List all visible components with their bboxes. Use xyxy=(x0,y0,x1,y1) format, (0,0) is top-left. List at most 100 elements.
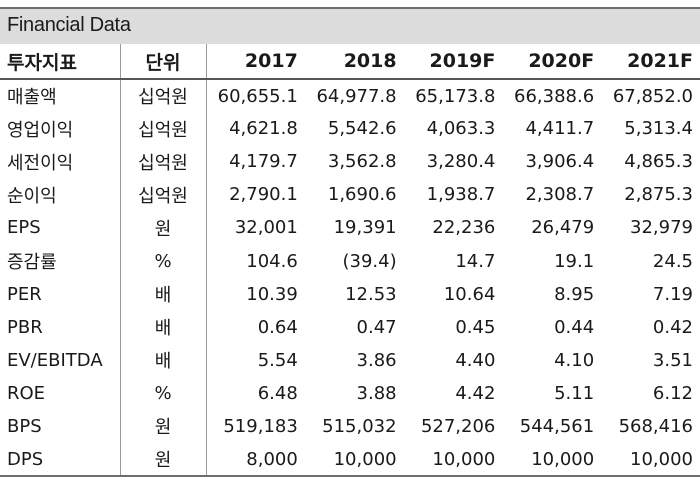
value-cell: 3,280.4 xyxy=(426,151,496,173)
row-unit: 십억원 xyxy=(119,145,207,179)
value-cell: 515,032 xyxy=(322,415,397,437)
value-cell: 6.12 xyxy=(652,382,693,404)
row-unit: 원 xyxy=(119,443,207,478)
row-unit: % xyxy=(119,244,207,278)
value-cell: (39.4) xyxy=(342,250,397,272)
table-row: ROE% 6.48 3.88 4.42 5.11 6.12 xyxy=(0,376,700,410)
table-row: 영업이익 십억원 4,621.8 5,542.6 4,063.3 4,411.7 5,313… xyxy=(0,112,700,146)
header-row: 투자지표 단위 2017 2018 2019F 2020F 2021F xyxy=(0,44,700,80)
table-row: 매출액 십억원 60,655.1 64,977.8 65,173.8 66,388.6 67… xyxy=(0,79,700,113)
value-cell: 67,852.0 xyxy=(612,85,693,107)
value-cell: 14.7 xyxy=(455,250,496,272)
header-year: 2021F xyxy=(601,44,700,80)
value-cell: 568,416 xyxy=(618,415,693,437)
value-cell: 10,000 xyxy=(304,443,404,478)
table-row: EPS 원 32,001 19,391 22,236 26,479 32,979 xyxy=(0,211,700,245)
row-label: 매출액 xyxy=(7,87,57,109)
row-label: PER xyxy=(7,283,42,305)
table-row: PER 배 10.39 12.53 10.64 8.95 7.19 xyxy=(0,277,700,311)
row-unit: 십억원 xyxy=(119,112,207,146)
value-cell: 0.44 xyxy=(554,316,595,338)
value-cell: 0.42 xyxy=(652,316,693,338)
row-label: EPS xyxy=(7,217,41,239)
value-cell: 3,906.4 xyxy=(525,151,595,173)
row-label: 세전이익 xyxy=(7,152,74,174)
row-label: 영업이익 xyxy=(7,119,74,141)
value-cell: 5.11 xyxy=(554,382,595,404)
row-unit: 배 xyxy=(119,310,207,344)
value-cell: 22,236 xyxy=(432,217,496,239)
value-cell: 4,621.8 xyxy=(229,118,298,140)
value-cell: 2,790.1 xyxy=(229,184,298,206)
table-row: BPS 원 519,183 515,032 527,206 544,561 568,416 xyxy=(0,409,700,444)
value-cell: 4.40 xyxy=(455,349,496,371)
value-cell: 64,977.8 xyxy=(316,85,397,107)
value-cell: 527,206 xyxy=(420,415,496,437)
value-cell: 4.42 xyxy=(455,382,496,404)
value-cell: 19.1 xyxy=(554,250,595,272)
value-cell: 4,865.3 xyxy=(624,151,693,173)
row-label: PBR xyxy=(7,316,43,338)
value-cell: 66,388.6 xyxy=(514,85,595,107)
row-unit: 십억원 xyxy=(119,79,207,113)
value-cell: 8.95 xyxy=(554,283,595,305)
row-unit: 원 xyxy=(119,211,207,245)
table-row: PBR 배 0.64 0.47 0.45 0.44 0.42 xyxy=(0,310,700,344)
row-unit: 배 xyxy=(119,277,207,311)
value-cell: 10,000 xyxy=(502,443,602,478)
row-unit: 원 xyxy=(119,409,207,444)
value-cell: 10.64 xyxy=(443,283,496,305)
value-cell: 0.45 xyxy=(455,316,496,338)
value-cell: 8,000 xyxy=(206,443,305,478)
header-indicator: 투자지표 xyxy=(0,44,120,80)
value-cell: 3.86 xyxy=(356,349,397,371)
table-row: 세전이익 십억원 4,179.7 3,562.8 3,280.4 3,906.4 4,865… xyxy=(0,145,700,179)
value-cell: 0.47 xyxy=(356,316,397,338)
value-cell: 4.10 xyxy=(554,349,595,371)
value-cell: 3.88 xyxy=(356,382,397,404)
table-title: Financial Data xyxy=(7,14,131,36)
value-cell: 6.48 xyxy=(257,382,298,404)
header-year: 2017 xyxy=(205,44,305,80)
row-label: ROE xyxy=(7,382,46,404)
value-cell: 519,183 xyxy=(223,415,298,437)
row-label: BPS xyxy=(7,415,42,437)
value-cell: 10,000 xyxy=(601,443,700,478)
value-cell: 32,979 xyxy=(630,217,693,239)
value-cell: 26,479 xyxy=(531,217,595,239)
row-label: 증감률 xyxy=(7,252,57,274)
row-unit: % xyxy=(119,376,207,410)
value-cell: 32,001 xyxy=(234,217,298,239)
value-cell: 10,000 xyxy=(403,443,503,478)
value-cell: 544,561 xyxy=(519,415,595,437)
value-cell: 24.5 xyxy=(652,250,693,272)
value-cell: 5.54 xyxy=(257,349,298,371)
value-cell: 2,875.3 xyxy=(624,184,693,206)
value-cell: 104.6 xyxy=(246,250,298,272)
value-cell: 19,391 xyxy=(333,217,397,239)
header-unit: 단위 xyxy=(119,44,206,80)
value-cell: 1,938.7 xyxy=(426,184,496,206)
row-unit: 배 xyxy=(119,343,207,377)
value-cell: 4,179.7 xyxy=(229,151,298,173)
table-body: 매출액 십억원 60,655.1 64,977.8 65,173.8 66,388.6 67… xyxy=(0,79,700,478)
row-unit: 십억원 xyxy=(119,178,207,212)
header-year: 2019F xyxy=(403,44,503,80)
value-cell: 3.51 xyxy=(652,349,693,371)
value-cell: 5,542.6 xyxy=(327,118,397,140)
header-year: 2018 xyxy=(304,44,404,80)
table-row: DPS 원 8,000 10,000 10,000 10,000 10,000 xyxy=(0,443,700,478)
value-cell: 5,313.4 xyxy=(624,118,693,140)
value-cell: 1,690.6 xyxy=(327,184,397,206)
value-cell: 10.39 xyxy=(246,283,298,305)
title-bar: Financial Data xyxy=(0,7,700,44)
row-label: 순이익 xyxy=(7,185,57,207)
row-label: DPS xyxy=(0,443,120,478)
row-label: EV/EBITDA xyxy=(7,349,103,371)
header-year: 2020F xyxy=(502,44,602,80)
value-cell: 4,063.3 xyxy=(426,118,496,140)
value-cell: 12.53 xyxy=(345,283,397,305)
value-cell: 4,411.7 xyxy=(525,118,595,140)
